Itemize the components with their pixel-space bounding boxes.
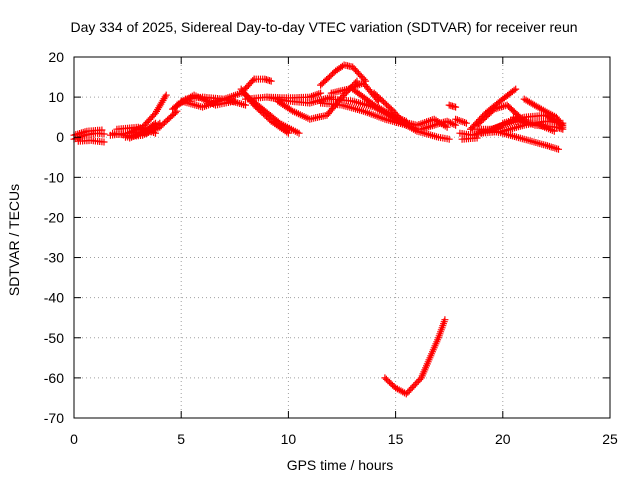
data-point-markers <box>510 113 567 133</box>
data-series <box>452 115 470 127</box>
y-tick-label: -70 <box>44 410 64 426</box>
data-point-markers <box>477 125 562 153</box>
y-tick-label: -40 <box>44 290 64 306</box>
data-point-markers <box>520 95 567 131</box>
data-series <box>445 101 460 111</box>
data-series <box>473 101 524 129</box>
data-point-markers <box>417 117 460 133</box>
y-tick-label: -50 <box>44 330 64 346</box>
x-tick-label: 0 <box>70 431 78 447</box>
data-point-markers <box>445 101 460 111</box>
data-point-markers <box>473 101 524 129</box>
data-point-markers <box>74 136 108 146</box>
data-point-markers <box>458 134 481 143</box>
data-series <box>417 117 460 133</box>
chart-title: Day 334 of 2025, Sidereal Day-to-day VTE… <box>70 19 577 35</box>
y-tick-label: -60 <box>44 370 64 386</box>
x-tick-label: 10 <box>281 431 297 447</box>
data-series <box>126 119 159 142</box>
x-axis-label: GPS time / hours <box>287 457 394 473</box>
y-tick-label: -30 <box>44 250 64 266</box>
y-tick-label: 20 <box>48 49 64 65</box>
data-point-markers <box>173 91 239 109</box>
data-point-markers <box>317 61 370 89</box>
data-series <box>458 134 481 143</box>
x-tick-label: 15 <box>388 431 404 447</box>
data-point-markers <box>263 89 325 102</box>
data-series <box>250 75 275 85</box>
series-layer <box>70 61 567 398</box>
data-series <box>74 136 108 146</box>
y-tick-label: -20 <box>44 209 64 225</box>
data-series <box>317 61 370 89</box>
x-tick-label: 5 <box>177 431 185 447</box>
x-tick-label: 25 <box>602 431 618 447</box>
y-tick-label: 10 <box>48 89 64 105</box>
plot-frame <box>73 56 611 419</box>
data-point-markers <box>381 316 449 398</box>
data-point-markers <box>452 115 470 127</box>
tick-layer: 20 10 0 -10 -20 -30 -40 -50 -60 -70 0 5 10 15 20 25 <box>44 49 618 447</box>
y-axis-label: SDTVAR / TECUs <box>6 184 22 296</box>
y-tick-label: 0 <box>56 129 64 145</box>
data-series <box>381 316 449 398</box>
x-tick-label: 20 <box>495 431 511 447</box>
data-point-markers <box>250 75 275 85</box>
grid-layer <box>74 57 610 418</box>
data-series <box>173 91 239 109</box>
data-series <box>520 95 567 131</box>
data-series <box>477 125 562 153</box>
data-point-markers <box>126 119 159 142</box>
data-series <box>263 89 325 102</box>
data-series <box>510 113 567 133</box>
y-tick-label: -10 <box>44 169 64 185</box>
